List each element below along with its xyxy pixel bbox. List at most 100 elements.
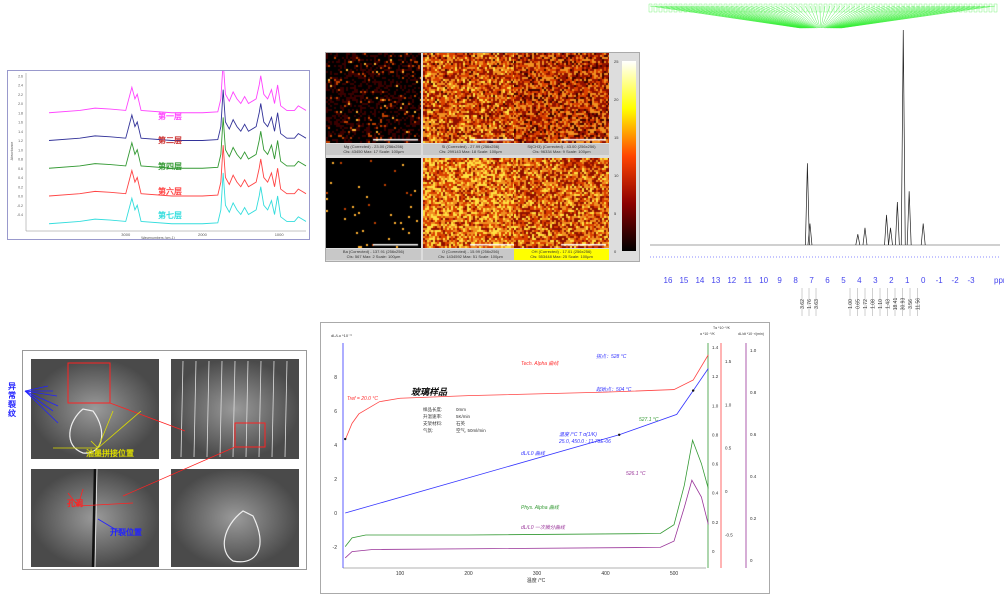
colorbar <box>622 61 636 251</box>
y-tick-label: 0.4 <box>18 176 23 180</box>
x-axis-label: Wavenumbers (cm-1) <box>141 236 175 239</box>
x-tick-label: 100 <box>396 571 405 577</box>
ppm-tick-label: 7 <box>809 276 814 285</box>
spectrum-peak <box>895 202 899 245</box>
y-tick-label: 1.6 <box>18 121 23 125</box>
element-map-caption: Si (Corrected) - 27.99 (256x256)Cts: 299… <box>423 144 518 155</box>
label-ink-joint: 油墨拼接位置 <box>86 448 134 459</box>
peak-label <box>649 4 652 12</box>
y-tick-label: -0.4 <box>17 213 23 217</box>
ftir-plot: 2.62.42.22.01.81.61.41.21.00.80.60.40.20… <box>8 71 309 239</box>
caption-line: Cts: 567 Max: 2 Scale: 100µm <box>326 254 421 259</box>
spectrum-peak <box>885 215 889 245</box>
integral-value: 1.00 <box>848 299 854 309</box>
y-tick-label: 0.0 <box>18 195 23 199</box>
tref-label: Tref = 20.0 °C <box>347 396 378 402</box>
series-label: Tech. Alpha 曲线 <box>521 360 559 367</box>
y-tick-label: 2.6 <box>18 74 23 78</box>
integral-value: 30.93 <box>901 298 907 311</box>
x-tick-label: 500 <box>670 571 679 577</box>
peak-label-leader <box>838 6 970 28</box>
y-tick-label: 1.0 <box>18 148 23 152</box>
element-map-mg <box>326 53 421 143</box>
info-value: 空气, 50ml/min <box>456 427 486 433</box>
integral-value: 11.56 <box>916 298 922 310</box>
series-line <box>345 480 708 558</box>
peak-label-leader <box>660 6 801 28</box>
green-peak-label: 527.1 °C <box>639 417 659 423</box>
right-axis-tick: 1.0 <box>725 402 732 407</box>
y-tick-label: 8 <box>334 375 337 381</box>
element-map-o <box>423 158 518 248</box>
spectrum-peak <box>889 228 893 245</box>
y-tick-label: 2.4 <box>18 84 23 88</box>
integral-value: 0.65 <box>856 299 862 309</box>
series-label: Phys. Alpha 曲线 <box>521 504 560 511</box>
x-tick-label: 1000 <box>275 232 285 237</box>
right-axis-tick: 0.5 <box>725 446 732 451</box>
ppm-tick-label: 3 <box>873 276 878 285</box>
caption-line: Cts: 553448 Max: 25 Scale: 100µm <box>514 254 609 259</box>
element-map-si <box>423 53 518 143</box>
right-axis-tick: 0 <box>712 549 715 554</box>
colorbar-tick: 0 <box>614 249 616 254</box>
peak-label <box>794 4 797 12</box>
right-axis-tick: 0.2 <box>750 516 757 521</box>
element-map-oh <box>514 158 609 248</box>
peak-label-leader <box>670 6 802 28</box>
spectrum-peak <box>863 228 867 245</box>
marker <box>618 434 620 436</box>
sample-title: 玻璃样品 <box>411 387 448 397</box>
ppm-tick-label: 4 <box>857 276 862 285</box>
integral-value: 3.63 <box>814 299 820 309</box>
right-axis-tick: 0.4 <box>712 491 719 496</box>
colorbar-tick: 20 <box>614 97 618 102</box>
series-label: 第六层 <box>158 186 182 196</box>
info-value: 石英 <box>456 420 465 427</box>
colorbar-tick: 15 <box>614 135 618 140</box>
x-axis-label: 温度 /°C <box>527 577 546 584</box>
integral-value: 3.56 <box>908 299 914 309</box>
onset-label: 起始点：504 °C <box>596 386 632 393</box>
element-map-caption: OH (Corrected) - 17.01 (256x256)Cts: 553… <box>514 249 609 260</box>
right-axis-tick: 0.6 <box>712 462 719 467</box>
right-axis-tick: 0.6 <box>750 432 757 437</box>
ppm-tick-label: 14 <box>695 276 704 285</box>
alpha-table-head: 温度 /°C T α(1/K) <box>559 431 597 438</box>
peak-label-leader <box>700 6 806 28</box>
x-tick-label: 200 <box>464 571 473 577</box>
element-map-ba <box>326 158 421 248</box>
spectrum-peak <box>808 224 812 246</box>
y-tick-label: 0.6 <box>18 167 23 171</box>
peak-label-leader <box>835 6 945 28</box>
x-tick-label: 400 <box>601 571 610 577</box>
y-axis-label: dL/Lo *10⁻³ <box>331 333 352 338</box>
marker <box>692 389 694 391</box>
integral-value: 1.08 <box>871 299 877 309</box>
right-axis-tick: 1.0 <box>750 348 757 353</box>
info-key: 气氛: <box>423 427 433 434</box>
right-axis-tick: 0 <box>750 558 753 563</box>
element-map-caption: Mg (Corrected) - 23.00 (256x256)Cts: 434… <box>326 144 421 155</box>
peak-label <box>784 4 787 12</box>
alpha-table-row: 25.0, 450.0 : 11.78E-06 <box>558 439 611 445</box>
integral-value: 1.76 <box>807 299 813 309</box>
element-map-caption: O (Corrected) - 15.99 (256x256)Cts: 1434… <box>423 249 518 260</box>
ppm-tick-label: 12 <box>727 276 736 285</box>
right-axis-tick: 0.8 <box>750 390 757 395</box>
ppm-tick-label: 15 <box>679 276 688 285</box>
series-label: 第七层 <box>158 210 182 220</box>
y-tick-label: 0 <box>334 511 337 517</box>
ppm-tick-label: 10 <box>759 276 768 285</box>
caption-line: Cts: 299143 Max: 18 Scale: 100µm <box>423 149 518 154</box>
spectrum-peak <box>901 30 905 245</box>
colorbar-tick: 10 <box>614 173 618 178</box>
ppm-tick-label: 5 <box>841 276 846 285</box>
right-axis-tick: 0 <box>725 489 728 494</box>
ppm-tick-label: 1 <box>905 276 910 285</box>
info-key: 支架材料: <box>423 420 442 427</box>
right-axis-label: Tα *10⁻⁵/K <box>713 326 731 330</box>
integral-value: 1.72 <box>863 299 869 309</box>
colorbar-tick: 25 <box>614 59 618 64</box>
peak-label <box>659 4 662 12</box>
